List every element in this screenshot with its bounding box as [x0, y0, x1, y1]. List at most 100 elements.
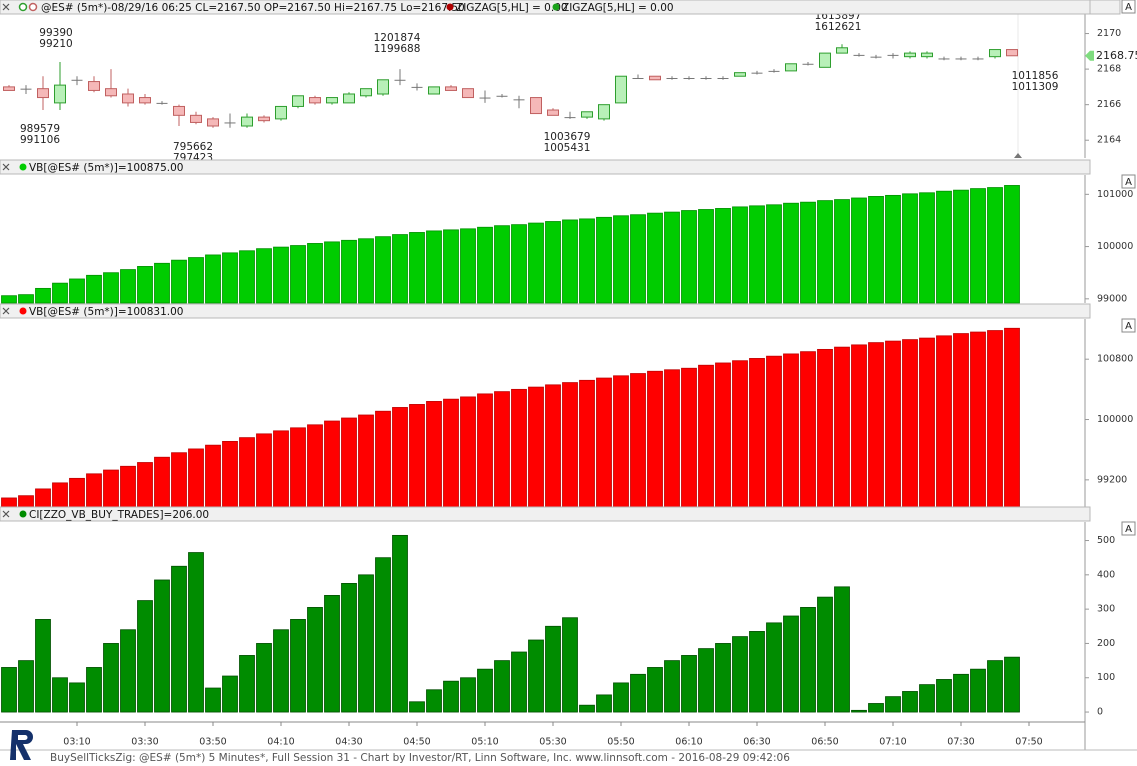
bar [460, 677, 476, 713]
y-tick-label: 2168 [1097, 64, 1121, 75]
bar [868, 703, 884, 713]
bar [936, 190, 952, 304]
candle-body [139, 97, 151, 104]
header-button-area [1089, 0, 1121, 15]
autoscale-label[interactable]: A [1125, 321, 1132, 332]
y-tick-label: 300 [1097, 604, 1115, 615]
bar [1004, 185, 1020, 304]
bar [171, 565, 187, 713]
panel-header [0, 506, 1091, 522]
y-tick-label: 200 [1097, 638, 1115, 649]
candle-body [190, 114, 202, 123]
bar [494, 225, 510, 304]
last-price-marker [1085, 50, 1094, 61]
candle-body [326, 97, 338, 104]
bar [375, 410, 391, 508]
bar [103, 643, 119, 713]
bar [494, 391, 510, 508]
bar [987, 187, 1003, 304]
bar [783, 615, 799, 713]
candle-body [632, 78, 644, 79]
bar [307, 243, 323, 304]
bar [460, 228, 476, 304]
candle-body [581, 111, 593, 118]
zigzag-label: 1005431 [544, 142, 591, 154]
bar [902, 691, 918, 713]
bar [205, 254, 221, 304]
indicator-label: ZIGZAG[5,HL] = 0.00 [456, 2, 568, 14]
autoscale-label[interactable]: A [1125, 524, 1132, 535]
bar [783, 353, 799, 508]
bar [477, 668, 493, 713]
candle-body [1006, 49, 1018, 57]
candle-body [768, 70, 780, 72]
close-icon[interactable] [2, 510, 10, 518]
header-dot [18, 2, 28, 12]
y-tick-label: 2164 [1097, 135, 1121, 146]
x-tick-label: 03:50 [199, 737, 226, 748]
x-tick-label: 05:50 [607, 737, 634, 748]
close-icon[interactable] [2, 307, 10, 315]
candle-body [156, 102, 168, 104]
bar [154, 579, 170, 713]
bar [341, 583, 357, 713]
autoscale-button[interactable] [1121, 0, 1136, 14]
bar [851, 197, 867, 304]
y-tick-label: 100800 [1097, 354, 1133, 365]
bar [885, 696, 901, 713]
bar [307, 424, 323, 508]
autoscale-label[interactable]: A [1125, 2, 1132, 13]
bar [528, 386, 544, 508]
candle-body [717, 78, 729, 79]
bar [800, 351, 816, 508]
autoscale-button[interactable] [1121, 521, 1136, 536]
x-tick-label: 04:10 [267, 737, 294, 748]
bar [137, 266, 153, 304]
bar [579, 704, 595, 713]
x-tick-label: 07:50 [1015, 737, 1042, 748]
candle-body [258, 116, 270, 122]
y-tick-label: 101000 [1097, 189, 1133, 200]
bar [494, 660, 510, 713]
last-price-label: 2168.75 [1096, 49, 1137, 62]
candle-body [173, 105, 185, 116]
close-icon[interactable] [2, 163, 10, 171]
close-icon[interactable] [2, 3, 10, 11]
bar [35, 287, 51, 304]
bar [392, 234, 408, 304]
bar [766, 355, 782, 508]
y-tick-label: 99000 [1097, 293, 1127, 304]
candle-body [530, 97, 542, 115]
bar [630, 214, 646, 304]
bar [52, 677, 68, 713]
bar [562, 617, 578, 713]
autoscale-button[interactable] [1121, 174, 1136, 189]
bar [919, 337, 935, 508]
bar [290, 245, 306, 304]
bar [800, 201, 816, 304]
bar [817, 348, 833, 508]
bar [732, 636, 748, 713]
bar [69, 682, 85, 713]
header-dot [19, 307, 27, 315]
bar [953, 673, 969, 713]
bar [545, 221, 561, 304]
y-tick-label: 0 [1097, 707, 1103, 718]
bar [681, 210, 697, 304]
bar [375, 557, 391, 713]
bar [885, 194, 901, 304]
bar [919, 684, 935, 713]
bar [885, 340, 901, 508]
autoscale-label[interactable]: A [1125, 177, 1132, 188]
bar [188, 552, 204, 713]
autoscale-button[interactable] [1121, 318, 1136, 333]
bar [1, 497, 17, 508]
zigzag-label: 99210 [39, 38, 72, 50]
bar [613, 682, 629, 713]
bar [239, 250, 255, 304]
bar [698, 209, 714, 304]
candle-body [377, 79, 389, 95]
indicator-dot [446, 3, 454, 11]
candle-body [88, 81, 100, 91]
